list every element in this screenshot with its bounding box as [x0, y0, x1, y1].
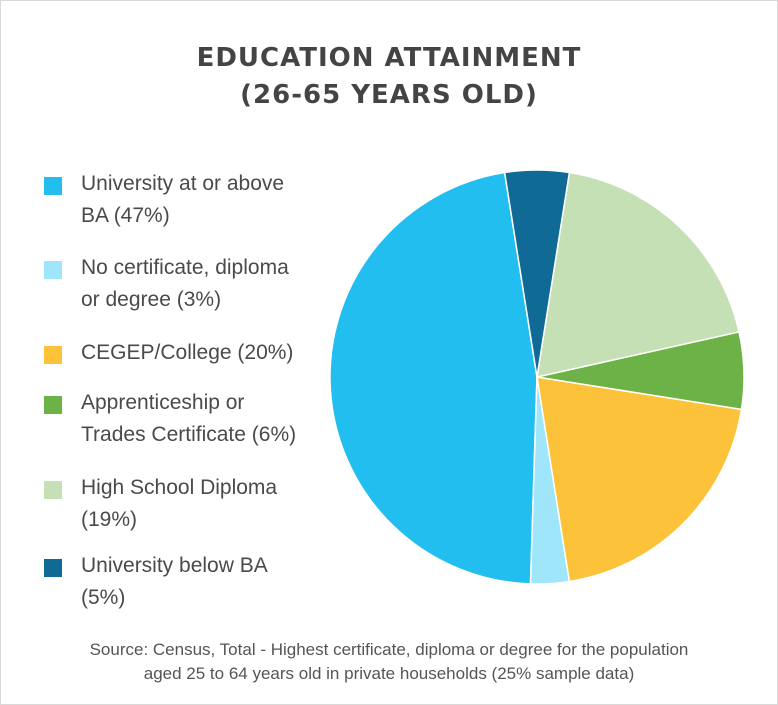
legend-label-line1: CEGEP/College (20%) [81, 341, 294, 364]
legend-swatch [44, 559, 62, 577]
legend-swatch [44, 396, 62, 414]
pie-slice-high-school [536, 171, 740, 378]
pie-slice-university-below-ba [503, 169, 571, 378]
legend-label-line2: BA (47%) [81, 204, 170, 227]
chart-title-line1: EDUCATION ATTAINMENT [196, 43, 582, 73]
legend-label-line2: (5%) [81, 586, 126, 609]
pie-slice-university-ba-or-above [329, 171, 538, 585]
legend-swatch [44, 481, 62, 499]
legend-swatch [44, 346, 62, 364]
legend-label-line2: (19%) [81, 508, 138, 531]
legend-swatch [44, 177, 62, 195]
legend-label-line1: High School Diploma [81, 476, 278, 499]
legend-label-line1: University at or above [81, 172, 285, 195]
source-line1: Source: Census, Total - Highest certific… [89, 640, 689, 659]
legend-label-line1: Apprenticeship or [81, 391, 245, 414]
source-note: Source: Census, Total - Highest certific… [0, 638, 778, 686]
legend-swatch [44, 261, 62, 279]
legend-label-line2: Trades Certificate (6%) [81, 423, 297, 446]
legend-label-line2: or degree (3%) [81, 288, 222, 311]
source-line2: aged 25 to 64 years old in private house… [143, 664, 635, 683]
legend-label-line1: No certificate, diploma [81, 256, 289, 279]
legend-label-line1: University below BA [81, 554, 268, 577]
pie-slice-cegep-college [536, 376, 743, 583]
chart-title-line2: (26-65 YEARS OLD) [240, 80, 538, 110]
